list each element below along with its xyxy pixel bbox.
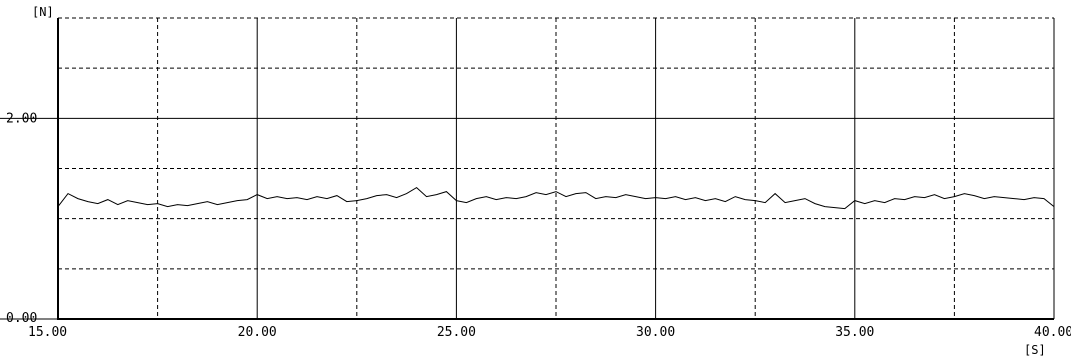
- x-tick-label: 30.00: [636, 325, 675, 340]
- x-tick-label: 40.00: [1034, 325, 1071, 340]
- x-tick-label: 15.00: [28, 325, 67, 340]
- grid-lines: [0, 17, 1055, 320]
- x-tick-label: 25.00: [437, 325, 476, 340]
- x-tick-label: 35.00: [835, 325, 874, 340]
- x-axis-tick-labels: 15.00 20.00 25.00 30.00 35.00 40.00: [28, 325, 1071, 340]
- y-axis-tick-labels: 0.00 2.00: [6, 111, 37, 326]
- y-axis-unit-label: [N]: [32, 5, 54, 19]
- series-line: [57, 186, 1055, 210]
- y-tick-label: 0.00: [6, 311, 37, 326]
- x-axis-unit-label: [S]: [1024, 343, 1046, 357]
- x-tick-label: 20.00: [238, 325, 277, 340]
- series-layer: [57, 186, 1055, 210]
- axes: [57, 18, 1054, 320]
- y-tick-label: 2.00: [6, 111, 37, 126]
